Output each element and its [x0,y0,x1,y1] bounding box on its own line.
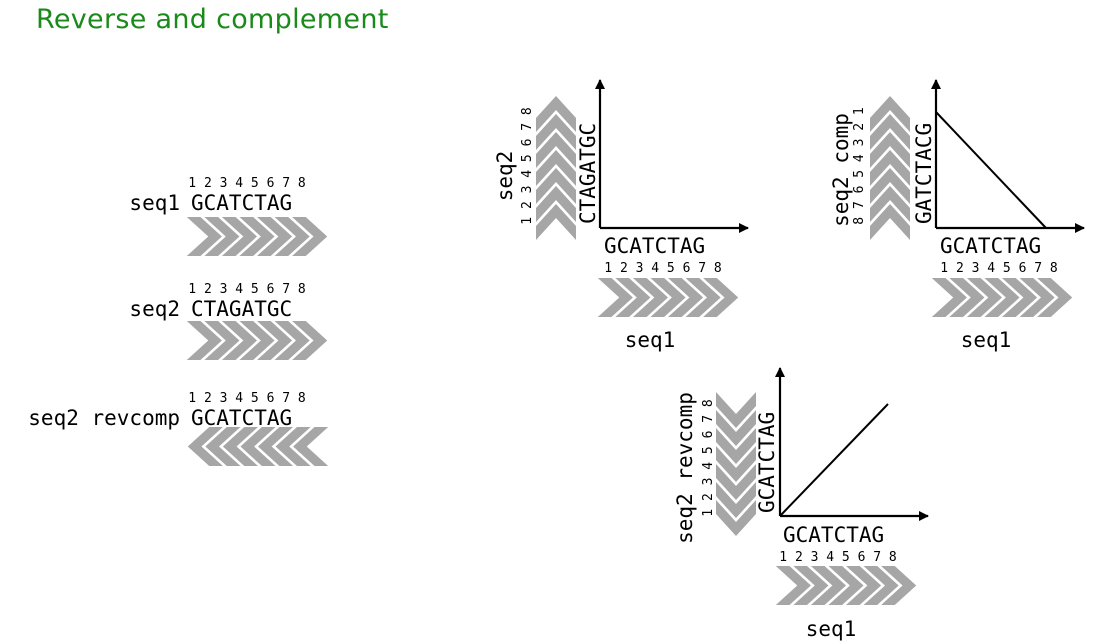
plot3-x-chevrons [775,566,917,605]
plot3-x-label: seq1 [806,617,857,641]
plot3-y-chevrons [716,392,756,536]
plot2-y-bases: GATCTACG [912,123,936,224]
seq2-revcomp-label: seq2 revcomp [28,406,180,430]
plot2-x-positions: 1 2 3 4 5 6 7 8 [940,261,1057,276]
plot2-x-bases: GCATCTAG [940,234,1041,258]
seq2-revcomp-positions: 1 2 3 4 5 6 7 8 [188,391,305,406]
seq2-direction-chevrons [186,321,328,360]
plot2-y-label: seq2 comp [829,113,853,227]
plot3-y-label: seq2 revcomp [673,392,697,544]
seq2-label: seq2 [129,297,180,321]
seq2-revcomp-direction-chevrons [187,427,329,466]
plot1-y-positions: 1 2 3 4 5 6 7 8 [520,107,535,224]
seq1-bases: GCATCTAG [191,191,292,215]
plot1-x-chevrons [597,278,739,317]
seq2-positions: 1 2 3 4 5 6 7 8 [188,282,305,297]
plot1-y-label: seq2 [493,151,517,202]
plot1-y-bases: CTAGATGC [576,123,600,224]
seq2-revcomp-block: 1 2 3 4 5 6 7 8 seq2 revcomp GCATCTAG [28,391,329,466]
plot1-x-bases: GCATCTAG [604,234,705,258]
seq1-positions: 1 2 3 4 5 6 7 8 [188,176,305,191]
seq1-block: 1 2 3 4 5 6 7 8 seq1 GCATCTAG [129,176,328,256]
plot2-x-chevrons [931,278,1073,317]
plot3-x-bases: GCATCTAG [783,523,884,547]
seq2-bases: CTAGATGC [191,297,292,321]
dotplot-seq1-vs-seq2-comp: GCATCTAG 1 2 3 4 5 6 7 8 seq1 GATCTACG 8… [829,79,1085,352]
plot1-y-chevrons [536,96,576,240]
plot3-x-positions: 1 2 3 4 5 6 7 8 [779,550,896,565]
seq2-revcomp-bases: GCATCTAG [191,406,292,430]
seq1-label: seq1 [129,191,180,215]
plot1-x-label: seq1 [625,328,676,352]
seq1-direction-chevrons [186,217,328,256]
plot2-x-label: seq1 [961,328,1012,352]
page-title: Reverse and complement [36,4,389,35]
plot3-y-bases: GCATCTAG [755,412,779,513]
dotplot-seq1-vs-seq2-revcomp: GCATCTAG 1 2 3 4 5 6 7 8 seq1 GCATCTAG 1… [673,367,929,641]
dotplot-seq1-vs-seq2: GCATCTAG 1 2 3 4 5 6 7 8 seq1 CTAGATGC 1… [493,79,749,352]
plot2-y-positions: 8 7 6 5 4 3 2 1 [852,107,867,224]
plot1-x-positions: 1 2 3 4 5 6 7 8 [604,261,721,276]
plot3-y-positions: 1 2 3 4 5 6 7 8 [701,399,716,516]
plot2-match-diagonal [935,111,1047,229]
plot3-match-diagonal [779,403,889,517]
seq2-block: 1 2 3 4 5 6 7 8 seq2 CTAGATGC [129,282,328,360]
plot2-y-chevrons [870,96,910,240]
